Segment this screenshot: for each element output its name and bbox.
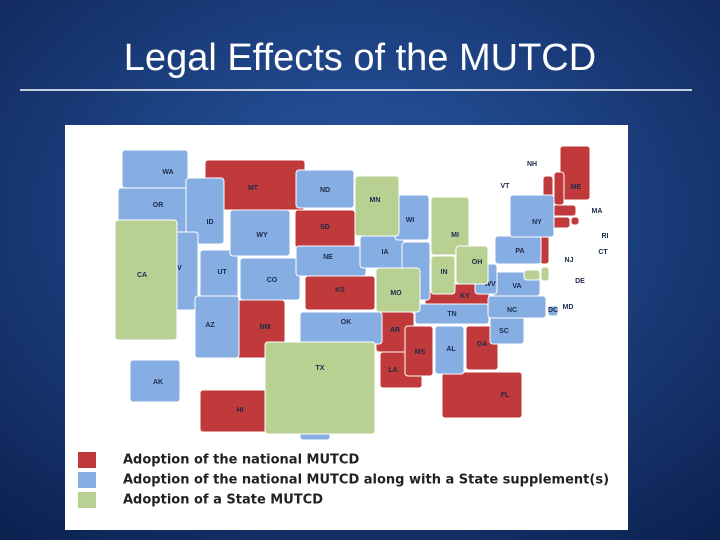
state-label: MS <box>415 349 426 356</box>
state-label: HI <box>237 407 244 414</box>
state-label: AR <box>390 327 400 334</box>
state-label: ND <box>320 187 330 194</box>
state-label: SC <box>499 328 509 335</box>
state <box>354 175 400 237</box>
state-label: WI <box>406 217 415 224</box>
state-label: DC <box>548 307 558 314</box>
state <box>239 257 301 301</box>
state <box>441 371 523 419</box>
legend: Adoption of the national MUTCD Adoption o… <box>78 452 609 508</box>
state <box>570 216 580 226</box>
state-label: CO <box>267 277 278 284</box>
state <box>551 216 571 229</box>
state <box>129 359 181 403</box>
state-label: CA <box>137 272 147 279</box>
map: MT SD KS NM AR LA MS GA FL KY ME NH VT MA RI CT NJ HI WA OR… <box>114 145 609 441</box>
state-label: AK <box>153 379 163 386</box>
state-label: LA <box>388 367 397 374</box>
state-label: MO <box>390 290 402 297</box>
state <box>375 267 421 313</box>
state-label: IA <box>382 249 389 256</box>
state-label: OH <box>472 259 483 266</box>
state-label: MN <box>370 197 381 204</box>
state <box>295 169 355 209</box>
state <box>295 245 367 277</box>
state <box>509 194 555 238</box>
state-label: VA <box>512 283 521 290</box>
legend-swatch <box>78 452 96 468</box>
state-label: TX <box>316 365 325 372</box>
state <box>455 245 489 285</box>
state-label: NE <box>323 254 333 261</box>
state <box>430 196 470 256</box>
state-label: UT <box>217 269 227 276</box>
state-label: OR <box>153 202 164 209</box>
state-label: DE <box>575 278 585 285</box>
state-label: TN <box>447 311 456 318</box>
state-label: SD <box>320 224 330 231</box>
state-label: MD <box>563 304 574 311</box>
legend-swatch <box>78 492 96 508</box>
state-label: MA <box>592 208 603 215</box>
state-label: NM <box>260 324 271 331</box>
state <box>540 266 550 282</box>
state <box>114 219 178 341</box>
state-label: IN <box>441 269 448 276</box>
state-label: NH <box>527 161 537 168</box>
state-label: MI <box>451 232 459 239</box>
state <box>404 325 434 377</box>
state-label: AL <box>446 346 456 353</box>
state-label: MT <box>248 185 259 192</box>
state-label: WY <box>256 232 268 239</box>
state-label: ID <box>207 219 214 226</box>
state-label: KS <box>335 287 345 294</box>
state <box>553 171 565 206</box>
state-label: NC <box>507 307 517 314</box>
state-label: WV <box>484 281 496 288</box>
state-label: KY <box>460 293 470 300</box>
state-label: WA <box>162 169 173 176</box>
state <box>264 341 376 435</box>
state-label: FL <box>501 392 510 399</box>
state <box>299 311 383 345</box>
state-label: OK <box>341 319 352 326</box>
state <box>547 305 559 317</box>
state-label: RI <box>602 233 609 240</box>
legend-label: Adoption of the national MUTCD <box>123 453 359 468</box>
slide-title: Legal Effects of the MUTCD <box>124 37 596 79</box>
state-label: CT <box>598 249 608 256</box>
state-label: PA <box>515 248 524 255</box>
legend-label: Adoption of a State MUTCD <box>123 493 323 508</box>
state <box>185 177 225 245</box>
legend-swatch <box>78 472 96 488</box>
state <box>121 149 189 189</box>
state-label: GA <box>477 341 488 348</box>
state-label: ME <box>571 184 582 191</box>
state <box>194 295 240 359</box>
state <box>430 255 456 295</box>
state-label: AZ <box>205 322 215 329</box>
state-label: VT <box>501 183 511 190</box>
state-label: NJ <box>565 257 574 264</box>
state-label: NY <box>532 219 542 226</box>
state <box>229 209 291 257</box>
state <box>434 325 465 375</box>
state <box>199 389 271 433</box>
state <box>523 269 541 281</box>
legend-label: Adoption of the national MUTCD along wit… <box>123 473 609 488</box>
